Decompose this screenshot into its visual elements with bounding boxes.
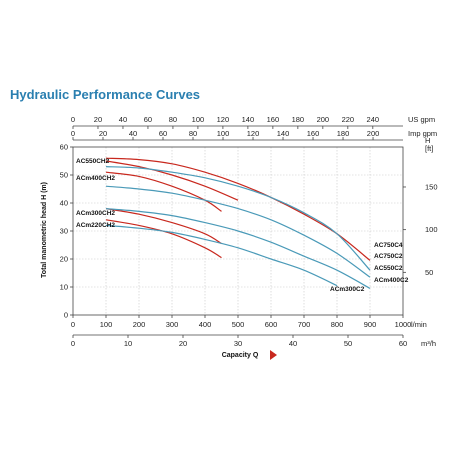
y-axis-label: Total manometric head H (m) [41,182,48,278]
curve-acm300c2 [105,224,338,287]
x-tick-label: 700 [298,320,311,329]
m3h-tick-label: 30 [234,339,242,348]
imp-gpm-unit-label: Imp gpm [408,129,437,138]
m3h-tick-label: 40 [289,339,297,348]
x-tick-label: 100 [100,320,113,329]
x-axis-arrow-icon [270,350,277,360]
us-gpm-tick-label: 60 [144,115,152,124]
us-gpm-tick-label: 0 [71,115,75,124]
y-tick-label: 50 [60,171,68,180]
m3h-tick-label: 50 [344,339,352,348]
curve-labels: AC550CH2 ACm400CH2 ACm300CH2 ACm220CH2 AC750… [76,158,409,293]
curve-label-ac750c4: AC750C4 [374,242,403,249]
ft-tick-label: 100 [425,225,438,234]
y-tick-label: 40 [60,199,68,208]
x-tick-label: 900 [364,320,377,329]
us-gpm-tick-label: 80 [169,115,177,124]
x-tick-label: 200 [133,320,146,329]
us-gpm-tick-label: 20 [94,115,102,124]
curve-acm400c2 [105,208,371,289]
ft-unit-label-top: H [425,136,430,145]
imp-gpm-tick-label: 80 [189,129,197,138]
imp-gpm-tick-label: 0 [71,129,75,138]
us-gpm-unit-label: US gpm [408,115,435,124]
ft-tick-label: 150 [425,182,438,191]
x-tick-label: 500 [232,320,245,329]
imp-gpm-tick-label: 100 [217,129,230,138]
x-tick-label: 1000 [395,320,412,329]
us-gpm-tick-label: 100 [192,115,205,124]
imp-gpm-tick-label: 200 [367,129,380,138]
chart-title: Hydraulic Performance Curves [10,87,200,102]
x-unit-label: l/min [411,320,427,329]
curve-label-acm400c2: ACm400C2 [374,277,409,284]
curve-ac750c4 [105,157,371,261]
x-axis-label: Capacity Q [222,352,259,359]
curve-acm400ch2 [105,171,222,212]
imp-gpm-tick-label: 40 [129,129,137,138]
curve-acm300ch2 [105,208,222,245]
us-gpm-tick-label: 40 [119,115,127,124]
us-gpm-tick-label: 140 [242,115,255,124]
curve-label-ac750c2: AC750C2 [374,253,403,260]
imp-gpm-tick-label: 60 [159,129,167,138]
curve-label-acm220ch2: ACm220CH2 [76,222,115,229]
imp-gpm-tick-label: 20 [99,129,107,138]
imp-gpm-tick-label: 180 [337,129,350,138]
curve-label-acm400ch2: ACm400CH2 [76,175,115,182]
y-tick-label: 30 [60,227,68,236]
x-tick-label: 0 [71,320,75,329]
curves [105,157,371,289]
x-tick-label: 400 [199,320,212,329]
y-tick-label: 0 [64,311,68,320]
ft-tick-label: 50 [425,268,433,277]
m3h-unit-label: m³/h [421,339,436,348]
x-tick-label: 800 [331,320,344,329]
us-gpm-tick-label: 120 [217,115,230,124]
m3h-tick-label: 60 [399,339,407,348]
curve-ac550ch2 [105,160,239,201]
imp-gpm-tick-label: 120 [247,129,260,138]
curve-label-acm300ch2: ACm300CH2 [76,210,115,217]
us-gpm-tick-label: 220 [342,115,355,124]
x-tick-label: 600 [265,320,278,329]
us-gpm-tick-label: 160 [267,115,280,124]
m3h-tick-label: 20 [179,339,187,348]
m3h-tick-label: 10 [124,339,132,348]
us-gpm-tick-label: 240 [367,115,380,124]
y-tick-label: 20 [60,255,68,264]
us-gpm-tick-label: 200 [317,115,330,124]
y-tick-label: 60 [60,143,68,152]
ft-unit-label-bottom: [ft] [425,144,433,153]
y-tick-label: 10 [60,283,68,292]
imp-gpm-tick-label: 160 [307,129,320,138]
curve-label-acm300c2: ACm300C2 [330,286,365,293]
curve-label-ac550c2: AC550C2 [374,265,403,272]
us-gpm-tick-label: 180 [292,115,305,124]
curve-acm220ch2 [105,219,222,259]
m3h-tick-label: 0 [71,339,75,348]
curve-ac550c2 [105,185,371,278]
imp-gpm-tick-label: 140 [277,129,290,138]
axes: 0 100 200 300 400 500 600 700 800 900 1000 l/min010… [60,115,438,348]
curve-ac750c2 [105,166,371,271]
x-tick-label: 300 [166,320,179,329]
curve-label-ac550ch2: AC550CH2 [76,158,110,165]
